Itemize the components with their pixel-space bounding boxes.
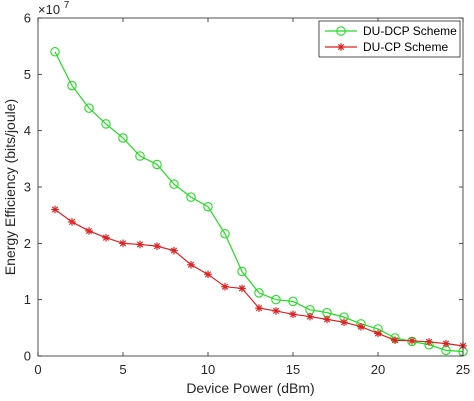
y-axis-title: Energy Efficiency (bits/joule) bbox=[2, 99, 18, 275]
y-tick-label: 3 bbox=[24, 180, 31, 195]
data-point bbox=[323, 315, 331, 324]
x-tick-label: 10 bbox=[201, 362, 215, 377]
data-point bbox=[442, 339, 450, 348]
marker-stroke bbox=[85, 227, 93, 235]
marker-stroke bbox=[153, 243, 161, 250]
y-tick-label: 0 bbox=[24, 349, 31, 364]
data-point bbox=[255, 304, 263, 312]
marker-stroke bbox=[221, 283, 229, 290]
data-point bbox=[101, 119, 111, 129]
y-tick-label: 2 bbox=[24, 236, 31, 251]
marker-stroke bbox=[442, 340, 450, 347]
x-axis-title: Device Power (dBm) bbox=[186, 380, 314, 396]
data-point bbox=[186, 192, 196, 202]
data-point bbox=[169, 179, 179, 189]
marker-stroke bbox=[323, 316, 331, 323]
data-point bbox=[153, 242, 161, 250]
legend-label: DU-DCP Scheme bbox=[363, 24, 457, 38]
x-tick-label: 5 bbox=[119, 362, 126, 377]
marker-stroke bbox=[306, 313, 314, 320]
marker-stroke bbox=[204, 271, 212, 278]
y-tick-label: 6 bbox=[24, 11, 31, 26]
x-tick-label: 20 bbox=[371, 362, 385, 377]
data-point bbox=[50, 47, 60, 57]
axes-layer: 0 5 10 15 20 25 0 1 2 3 4 5 6 bbox=[24, 11, 470, 378]
marker-stroke bbox=[340, 319, 348, 326]
data-point bbox=[187, 260, 195, 269]
data-point bbox=[204, 270, 212, 279]
data-point bbox=[51, 205, 59, 214]
y-multiplier-label: ×10 7 bbox=[38, 0, 70, 17]
x-tick-label: 15 bbox=[286, 362, 300, 377]
data-point bbox=[272, 307, 280, 315]
data-point bbox=[237, 266, 247, 277]
marker-stroke bbox=[102, 234, 110, 241]
marker-stroke bbox=[187, 261, 195, 268]
legend: DU-DCP Scheme DU-CP Scheme bbox=[318, 20, 461, 58]
data-point bbox=[357, 322, 365, 331]
data-point bbox=[118, 133, 128, 143]
data-point bbox=[425, 338, 433, 346]
marker-stroke bbox=[425, 338, 433, 346]
legend-entry: DU-DCP Scheme bbox=[325, 24, 457, 38]
data-point bbox=[289, 310, 297, 319]
marker-stroke bbox=[238, 285, 246, 292]
marker-stroke bbox=[337, 43, 345, 51]
data-point bbox=[135, 151, 145, 161]
data-point bbox=[408, 336, 416, 345]
marker-stroke bbox=[272, 307, 280, 315]
data-point bbox=[102, 233, 110, 242]
legend-label: DU-CP Scheme bbox=[363, 40, 448, 54]
plot-area bbox=[38, 18, 463, 356]
marker-stroke bbox=[136, 241, 144, 248]
data-point bbox=[119, 239, 127, 248]
marker-stroke bbox=[357, 323, 365, 330]
y-multiplier-exponent: 7 bbox=[64, 0, 70, 11]
marker-stroke bbox=[289, 311, 297, 318]
data-point bbox=[67, 80, 77, 91]
legend-marker bbox=[337, 43, 345, 51]
plot-background bbox=[38, 18, 463, 356]
data-point bbox=[68, 218, 76, 226]
marker-stroke bbox=[119, 240, 127, 247]
marker-stroke bbox=[170, 247, 178, 254]
data-point bbox=[391, 336, 399, 345]
data-point bbox=[221, 282, 229, 291]
data-point bbox=[220, 229, 230, 239]
data-point bbox=[85, 227, 93, 235]
data-point bbox=[203, 201, 213, 212]
data-point bbox=[271, 294, 281, 305]
marker-stroke bbox=[51, 206, 59, 213]
legend-marker bbox=[336, 26, 346, 36]
data-point bbox=[254, 288, 264, 298]
marker-stroke bbox=[408, 337, 416, 344]
data-point bbox=[340, 318, 348, 326]
data-point bbox=[238, 284, 246, 293]
marker-stroke bbox=[68, 218, 76, 226]
data-point bbox=[84, 103, 94, 113]
marker-stroke bbox=[374, 330, 382, 337]
data-point bbox=[374, 329, 382, 338]
y-tick-label: 4 bbox=[24, 123, 31, 138]
marker-stroke bbox=[391, 337, 399, 344]
x-tick-label: 0 bbox=[34, 362, 41, 377]
data-point bbox=[136, 240, 144, 249]
legend-entry: DU-CP Scheme bbox=[325, 40, 448, 54]
data-point bbox=[306, 312, 314, 321]
data-point bbox=[170, 246, 178, 255]
y-tick-label: 5 bbox=[24, 67, 31, 82]
data-point bbox=[152, 159, 162, 170]
data-point bbox=[288, 296, 298, 307]
marker-stroke bbox=[255, 304, 263, 312]
y-multiplier-base: ×10 bbox=[38, 2, 60, 17]
y-tick-label: 1 bbox=[24, 292, 31, 307]
x-tick-label: 25 bbox=[456, 362, 470, 377]
